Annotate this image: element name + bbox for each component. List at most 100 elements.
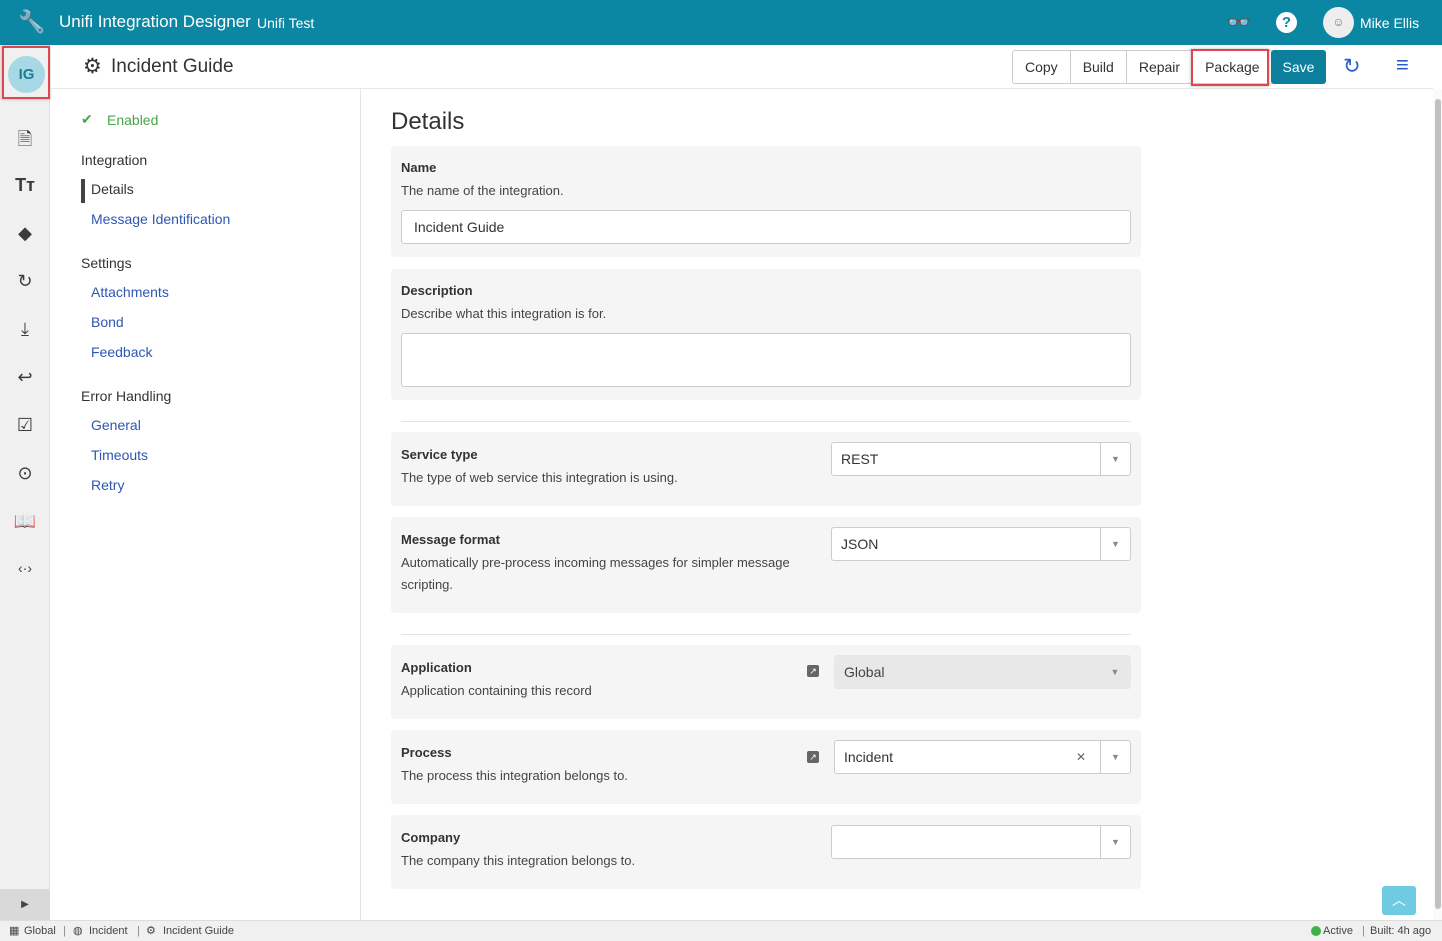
field-label: Application [401,660,472,675]
service-type-card: Service type The type of web service thi… [391,432,1141,506]
message-format-select[interactable]: JSON ▼ [831,527,1131,561]
glasses-icon[interactable]: 👓 [1226,12,1251,34]
gear-icon: ⚙ [83,55,102,78]
history-icon[interactable]: ↻ [17,271,33,291]
code-icon[interactable]: ‹·› [18,560,32,576]
nav-item-feedback[interactable]: Feedback [91,344,153,360]
instance-name: Unifi Test [257,15,315,31]
description-textarea[interactable] [401,333,1131,387]
process-label[interactable]: Incident [89,925,128,937]
field-help: Automatically pre-process incoming messa… [401,555,790,592]
nav-heading: Integration [81,152,148,168]
section-heading: Details [391,108,465,135]
build-button[interactable]: Build [1069,51,1126,83]
field-label: Message format [401,532,500,547]
nav-item-timeouts[interactable]: Timeouts [91,447,149,463]
service-type-select[interactable]: REST ▼ [831,442,1131,476]
help-icon[interactable]: ? [1276,12,1297,33]
company-select[interactable]: ▼ [831,825,1131,859]
separator: | [137,925,140,937]
section-nav [51,89,361,920]
field-help: Application containing this record [401,683,592,698]
chevron-down-icon[interactable]: ▼ [1100,528,1130,560]
field-label: Process [401,745,452,760]
clear-icon[interactable]: ✕ [1075,750,1086,764]
selected-value: Global [844,664,885,680]
field-label: Description [401,283,473,298]
description-field-card: Description Describe what this integrati… [391,269,1141,400]
nav-item-details[interactable]: Details [91,181,134,197]
process-icon: ◍ [73,925,83,937]
copy-button[interactable]: Copy [1025,59,1058,75]
open-record-icon[interactable]: ↗ [807,751,819,763]
integration-badge[interactable]: IG [8,56,45,93]
field-label: Service type [401,447,478,462]
field-help: Describe what this integration is for. [401,306,607,321]
enabled-status: Enabled [107,112,159,128]
refresh-icon[interactable]: ↻ [1343,55,1361,78]
application-card: Application Application containing this … [391,645,1141,719]
scroll-to-top-button[interactable]: ︿ [1382,886,1416,915]
message-format-card: Message format Automatically pre-process… [391,517,1141,613]
highlight-box [1191,49,1269,86]
name-field-card: Name The name of the integration. Incide… [391,146,1141,257]
direction-icon[interactable]: ◆ [18,223,32,243]
nav-item-general[interactable]: General [91,417,141,433]
wrench-icon[interactable]: 🔧 [18,9,46,34]
active-status: Active [1323,925,1353,937]
nav-item-retry[interactable]: Retry [91,477,125,493]
highlight-box [2,46,50,99]
user-avatar[interactable]: ☺ [1323,7,1354,38]
app-title[interactable]: Unifi Integration Designer [59,12,251,31]
chevron-down-icon[interactable]: ▼ [1100,826,1130,858]
company-card: Company The company this integration bel… [391,815,1141,889]
expand-rail-button[interactable]: ▶ [0,889,50,920]
document-icon[interactable]: 🗎 [17,129,33,149]
field-help: The company this integration belongs to. [401,853,636,868]
download-icon[interactable]: ⤓ [21,319,29,339]
play-icon[interactable]: ⊙ [17,463,33,483]
reply-icon[interactable]: ↩ [17,367,33,387]
field-help: The process this integration belongs to. [401,768,628,783]
process-select[interactable]: Incident ✕ ▼ [834,740,1131,774]
separator: | [63,925,66,937]
process-card: Process The process this integration bel… [391,730,1141,804]
scope-label[interactable]: Global [24,925,56,937]
repair-button[interactable]: Repair [1125,51,1192,83]
open-record-icon[interactable]: ↗ [807,665,819,677]
divider [401,421,1131,422]
divider [401,634,1131,635]
grid-icon: ▦ [9,925,20,937]
save-button[interactable]: Save [1271,50,1326,84]
field-help: The name of the integration. [401,183,564,198]
clipboard-check-icon[interactable]: ☑ [16,415,34,435]
action-button-group: Copy Build Repair Package [1012,50,1273,84]
menu-icon[interactable]: ≡ [1396,52,1409,77]
separator: | [1362,925,1365,937]
nav-item-attachments[interactable]: Attachments [91,284,169,300]
nav-heading: Error Handling [81,388,172,404]
field-label: Company [401,830,461,845]
active-indicator [81,179,85,203]
app-header: 🔧 Unifi Integration Designer Unifi Test … [0,0,1442,45]
text-size-icon[interactable]: Tт [15,175,35,195]
chevron-down-icon[interactable]: ▼ [1100,443,1130,475]
nav-item-message-identification[interactable]: Message Identification [91,211,231,227]
application-select: Global ▼ [834,655,1131,689]
record-label[interactable]: Incident Guide [163,925,234,937]
scrollbar[interactable] [1433,89,1442,920]
nav-heading: Settings [81,255,132,271]
book-icon[interactable]: 📖 [13,511,37,531]
built-time: Built: 4h ago [1370,925,1432,937]
chevron-down-icon[interactable]: ▼ [1100,741,1130,773]
name-input[interactable]: Incident Guide [401,210,1131,244]
selected-value: JSON [841,536,879,552]
field-help: The type of web service this integration… [401,470,678,485]
selected-value: Incident [844,749,894,765]
user-name[interactable]: Mike Ellis [1360,15,1420,31]
nav-item-bond[interactable]: Bond [91,314,124,330]
selected-value: REST [841,451,879,467]
field-label: Name [401,160,437,175]
chevron-down-icon: ▼ [1110,667,1120,677]
scrollbar-thumb[interactable] [1435,99,1441,909]
